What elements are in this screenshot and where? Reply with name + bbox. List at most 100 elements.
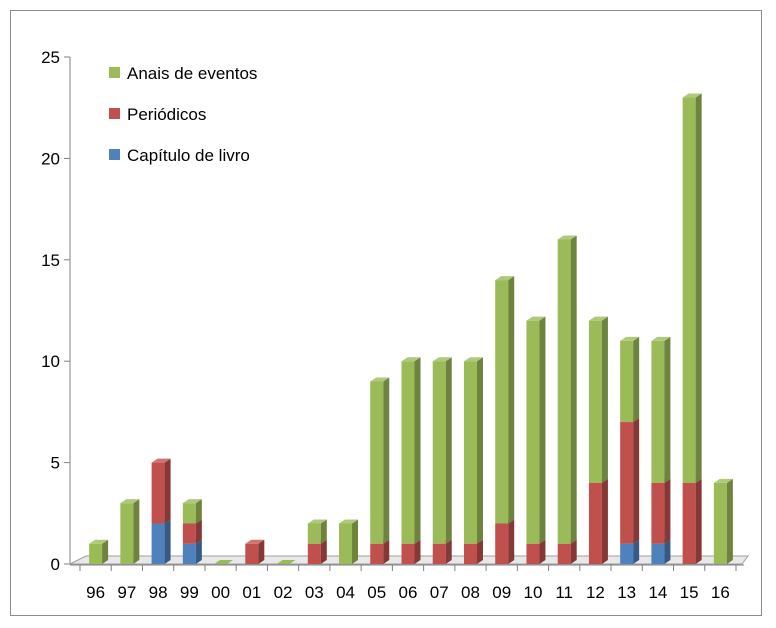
bar-side [633, 336, 640, 423]
bar-side [476, 357, 483, 544]
bar-top [339, 519, 359, 524]
bar-side [195, 539, 202, 564]
bar-front [463, 543, 477, 564]
bar-segment [620, 418, 640, 544]
bar-front [401, 361, 415, 544]
bar-side [601, 478, 608, 564]
bar-side [414, 357, 421, 544]
x-tick-label: 97 [117, 583, 136, 602]
bar-front [151, 523, 165, 564]
bar-top [370, 377, 390, 382]
bar-front [495, 280, 509, 524]
bar-top [682, 93, 702, 98]
bar-side [664, 539, 671, 564]
bar-top [495, 276, 515, 281]
bar-side [726, 478, 733, 564]
x-tick-label: 12 [586, 583, 605, 602]
bar-front [432, 543, 446, 564]
bar-side [695, 93, 702, 483]
bar-segment [557, 235, 577, 544]
bar-segment [89, 539, 109, 564]
bar-side [539, 539, 546, 564]
x-tick-label: 06 [399, 583, 418, 602]
x-tick-label: 10 [523, 583, 542, 602]
bar-front [151, 462, 165, 524]
x-tick-label: 99 [180, 583, 199, 602]
bar-top [620, 336, 640, 341]
bar-side [445, 357, 452, 544]
bar-front [245, 543, 259, 564]
x-tick-label: 09 [492, 583, 511, 602]
x-tick-label: 02 [274, 583, 293, 602]
bar-front [120, 503, 134, 564]
bar-front [307, 523, 321, 544]
bar-front [526, 320, 540, 544]
bar-front [588, 320, 602, 483]
y-tick-label: 10 [41, 352, 60, 371]
legend-item: Capítulo de livro [109, 146, 250, 165]
x-tick-labels: 96 97 98 99 00 01 02 03 04 05 06 07 08 09 10 11 12 13 14 15… [86, 583, 730, 602]
x-tick-label: 14 [648, 583, 667, 602]
bar-front [620, 340, 634, 423]
bar-segment [182, 499, 202, 524]
x-tick-label: 00 [211, 583, 230, 602]
x-tick-label: 13 [617, 583, 636, 602]
bar-segment [713, 478, 733, 564]
bar-segment [682, 93, 702, 483]
bar-side [258, 539, 265, 564]
bar-segment [588, 478, 608, 564]
legend-swatch [109, 149, 120, 160]
bar-segment [307, 519, 327, 544]
bar-segment [151, 519, 171, 564]
y-tick-labels: 0 5 10 15 20 25 [41, 48, 60, 574]
legend: Anais de eventos Periódicos Capítulo de li… [109, 64, 257, 165]
bar-front [526, 543, 540, 564]
y-tick-label: 15 [41, 251, 60, 270]
bar-segment [151, 458, 171, 524]
bar-front [713, 482, 727, 564]
bar-side [601, 316, 608, 483]
x-tick-label: 15 [680, 583, 699, 602]
bar-front [307, 543, 321, 564]
bar-side [570, 235, 577, 544]
bar-segment [620, 336, 640, 423]
bar-side [508, 276, 515, 524]
bar-side [383, 377, 390, 544]
bar-side [508, 519, 515, 564]
bar-side [164, 519, 171, 564]
bar-segment [339, 519, 359, 564]
bar-front [182, 523, 196, 544]
bar-segment [401, 357, 421, 544]
bar-top [557, 235, 577, 240]
bar-segment [120, 499, 140, 564]
bar-front [557, 543, 571, 564]
bar-side [570, 539, 577, 564]
bar-side [320, 519, 327, 544]
legend-item: Anais de eventos [109, 64, 257, 83]
bar-side [664, 336, 671, 483]
bar-segment [526, 316, 546, 544]
bar-side [195, 519, 202, 544]
bar-zero [214, 560, 234, 564]
bar-side [476, 539, 483, 564]
bar-front [651, 340, 665, 483]
bar-top [432, 357, 452, 362]
x-tick-label: 04 [336, 583, 355, 602]
legend-label: Capítulo de livro [127, 146, 250, 165]
bar-top [651, 336, 671, 341]
bar-front [682, 482, 696, 564]
x-tick-label: 98 [149, 583, 168, 602]
bar-segment [495, 276, 515, 524]
bar-side [633, 539, 640, 564]
bar-segment [651, 478, 671, 544]
bars [89, 93, 733, 564]
bar-top [151, 458, 171, 463]
bar-segment [370, 377, 390, 544]
bar-front [182, 503, 196, 524]
bar-side [195, 499, 202, 524]
bar-top [713, 478, 733, 483]
legend-label: Periódicos [127, 105, 206, 124]
bar-top [120, 499, 140, 504]
bar-top [307, 519, 327, 524]
